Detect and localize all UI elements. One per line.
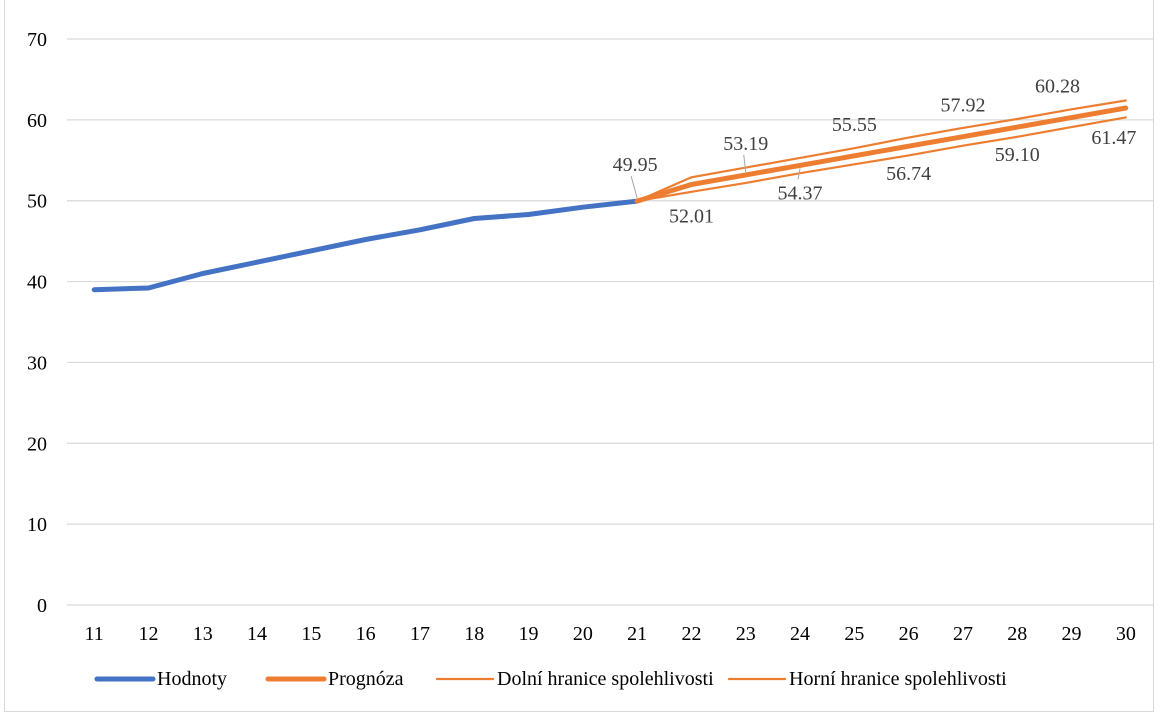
x-tick-label: 20 bbox=[573, 623, 593, 645]
x-tick-label: 29 bbox=[1062, 623, 1082, 645]
x-tick-label: 14 bbox=[247, 623, 267, 645]
x-tick-label: 25 bbox=[844, 623, 864, 645]
data-label: 59.10 bbox=[995, 144, 1040, 166]
legend-label: Dolní hranice spolehlivosti bbox=[497, 668, 714, 690]
x-tick-label: 16 bbox=[356, 623, 376, 645]
label-leader-line bbox=[797, 168, 801, 180]
y-tick-label: 30 bbox=[27, 352, 47, 374]
y-tick-label: 10 bbox=[27, 514, 47, 536]
y-tick-label: 0 bbox=[37, 595, 47, 617]
data-label: 60.28 bbox=[1035, 76, 1080, 98]
line-chart: 0 10 20 30 40 50 60 70 11 12 13 14 15 16 17 18 19 20 21 22… bbox=[27, 29, 1153, 690]
y-tick-label: 50 bbox=[27, 191, 47, 213]
label-leaders bbox=[630, 154, 801, 199]
data-label: 57.92 bbox=[940, 95, 985, 117]
gridlines bbox=[67, 38, 1153, 606]
y-tick-label: 70 bbox=[27, 29, 47, 51]
series-line-4 bbox=[635, 99, 1127, 203]
series-line-3 bbox=[635, 116, 1127, 203]
x-tick-label: 11 bbox=[85, 623, 104, 645]
x-tick-label: 12 bbox=[138, 623, 158, 645]
legend: Hodnoty Prognóza Dolní hranice spolehlivos… bbox=[94, 668, 1007, 690]
y-tick-label: 20 bbox=[27, 433, 47, 455]
legend-label: Horní hranice spolehlivosti bbox=[789, 668, 1007, 690]
label-leader-line bbox=[630, 175, 638, 199]
y-tick-label: 40 bbox=[27, 272, 47, 294]
x-tick-label: 28 bbox=[1007, 623, 1027, 645]
x-tick-label: 30 bbox=[1116, 623, 1136, 645]
series-line-1 bbox=[91, 198, 640, 293]
x-tick-label: 21 bbox=[627, 623, 647, 645]
legend-label: Hodnoty bbox=[157, 668, 227, 690]
x-tick-label: 19 bbox=[519, 623, 539, 645]
x-tick-label: 27 bbox=[953, 623, 973, 645]
data-label: 53.19 bbox=[723, 133, 768, 155]
x-tick-label: 24 bbox=[790, 623, 810, 645]
data-label: 52.01 bbox=[669, 205, 714, 227]
x-tick-label: 13 bbox=[193, 623, 213, 645]
series-line-2 bbox=[634, 105, 1129, 204]
x-tick-label: 18 bbox=[464, 623, 484, 645]
y-axis-ticks: 0 10 20 30 40 50 60 70 bbox=[27, 29, 47, 617]
x-axis-ticks: 11 12 13 14 15 16 17 18 19 20 21 22 23 24 25 26 27 28 29 30 bbox=[85, 623, 1136, 645]
label-leader-line bbox=[743, 154, 747, 172]
x-tick-label: 26 bbox=[899, 623, 919, 645]
x-tick-label: 15 bbox=[301, 623, 321, 645]
data-label: 61.47 bbox=[1091, 127, 1136, 149]
x-tick-label: 22 bbox=[681, 623, 701, 645]
data-label: 54.37 bbox=[778, 182, 823, 204]
data-label: 49.95 bbox=[613, 154, 658, 176]
data-label: 56.74 bbox=[886, 163, 931, 185]
series-lines bbox=[91, 99, 1129, 293]
x-tick-label: 23 bbox=[736, 623, 756, 645]
data-labels: 49.95 52.01 53.19 54.37 55.55 56.74 57.92 59.10… bbox=[613, 76, 1137, 228]
chart-frame: 0 10 20 30 40 50 60 70 11 12 13 14 15 16 17 18 19 20 21 22… bbox=[4, 0, 1154, 712]
x-tick-label: 17 bbox=[410, 623, 430, 645]
data-label: 55.55 bbox=[832, 114, 877, 136]
y-tick-label: 60 bbox=[27, 110, 47, 132]
legend-label: Prognóza bbox=[328, 668, 404, 690]
